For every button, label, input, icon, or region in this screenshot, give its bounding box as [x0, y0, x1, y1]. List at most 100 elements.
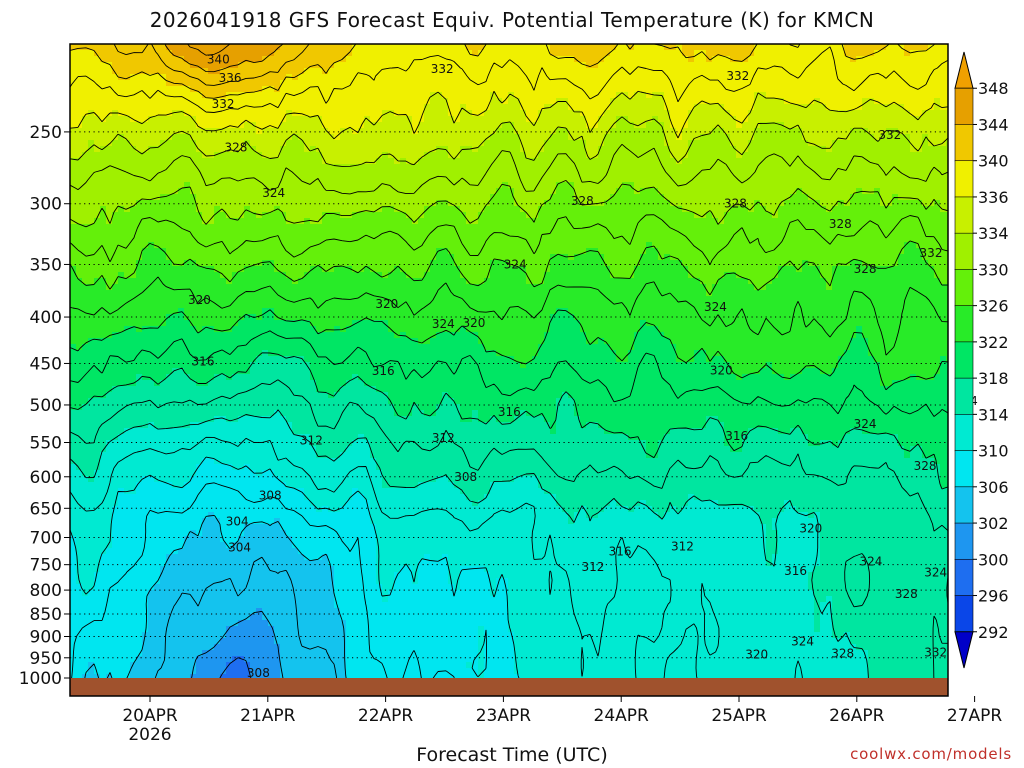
y-tick-label: 350 [30, 255, 62, 275]
colorbar-label: 314 [978, 405, 1009, 424]
y-tick-label: 950 [30, 649, 62, 669]
grid-lines [70, 131, 948, 659]
colorbar-swatch [954, 486, 974, 524]
contour-label: 316 [498, 405, 521, 419]
contour-label: 304 [228, 540, 251, 554]
contour-label: 332 [924, 645, 947, 659]
y-tick-label: 600 [30, 468, 62, 488]
colorbar-label: 292 [978, 623, 1009, 642]
x-tick-label: 22APR [358, 706, 414, 726]
colorbar-swatch [954, 558, 974, 597]
colorbar-swatch [954, 87, 974, 126]
contour-label: 328 [724, 197, 747, 211]
contour-label: 324 [924, 565, 947, 579]
colorbar-swatch [954, 196, 974, 234]
colorbar-swatch [954, 377, 974, 415]
x-tick-label: 27APR [947, 706, 1003, 726]
contour-label: 328 [854, 262, 877, 276]
contour-label: 308 [454, 470, 477, 484]
colorbar-swatch [954, 269, 974, 307]
colorbar-label: 340 [978, 152, 1009, 171]
contour-label: 328 [829, 217, 852, 231]
contour-label: 340 [207, 52, 230, 66]
colorbar-label: 318 [978, 369, 1009, 388]
contour-label: 320 [745, 647, 768, 661]
contour-label: 324 [262, 186, 285, 200]
contour-label: 328 [895, 587, 918, 601]
colorbar: 292 296 300 302 306 310 314 318 322 326 330 334 336 3… [954, 51, 1009, 669]
contour-label: 308 [259, 488, 282, 502]
contour-label: 320 [462, 316, 485, 330]
colorbar-label: 336 [978, 188, 1009, 207]
y-tick-label: 300 [30, 195, 62, 215]
contour-label: 316 [372, 364, 395, 378]
colorbar-label: 326 [978, 297, 1009, 316]
colorbar-label: 334 [978, 224, 1009, 243]
contour-label: 312 [671, 539, 694, 553]
contour-label: 320 [375, 297, 398, 311]
contour-label: 320 [710, 363, 733, 377]
contour-label: 316 [609, 544, 632, 558]
contour-label: 316 [192, 355, 215, 369]
y-tick-label: 450 [30, 354, 62, 374]
y-tick-label: 1000 [19, 669, 62, 689]
x-year-label: 2026 [128, 725, 171, 745]
y-tick-label: 400 [30, 308, 62, 328]
contour-path [70, 44, 948, 685]
y-tick-label: 900 [30, 627, 62, 647]
colorbar-swatch [954, 631, 974, 669]
contour-label: 332 [920, 246, 943, 260]
contour-label: 336 [219, 71, 242, 85]
colorbar-label: 310 [978, 442, 1009, 461]
contour-label: 324 [854, 417, 877, 431]
colorbar-swatch [954, 414, 974, 452]
contour-label: 316 [784, 564, 807, 578]
y-tick-label: 500 [30, 396, 62, 416]
contour-labels: 340 336 332 328 324 320 316 312 308 304 304 332 320 3… [188, 52, 978, 680]
plot-frame [69, 43, 949, 697]
colorbar-label: 300 [978, 550, 1009, 569]
x-tick-label: 21APR [240, 706, 296, 726]
colorbar-label: 344 [978, 115, 1009, 134]
colorbar-swatch [954, 522, 974, 560]
contour-label: 332 [212, 97, 235, 111]
contour-label: 308 [247, 666, 270, 680]
contour-label: 312 [581, 560, 604, 574]
colorbar-label: 296 [978, 587, 1009, 606]
colorbar-swatch [954, 232, 974, 271]
colorbar-label: 348 [978, 79, 1009, 98]
x-tick-label: 20APR [122, 706, 178, 726]
contour-label: 332 [878, 128, 901, 142]
y-tick-label: 550 [30, 433, 62, 453]
contour-label: 324 [859, 555, 882, 569]
colorbar-label: 306 [978, 478, 1009, 497]
contour-label: 332 [726, 69, 749, 83]
colorbar-swatch [954, 450, 974, 488]
contour-label: 324 [504, 257, 527, 271]
colorbar-swatch [954, 124, 974, 162]
colorbar-label: 322 [978, 333, 1009, 352]
contour-label: 324 [791, 635, 814, 649]
x-tick-label: 24APR [594, 706, 650, 726]
x-axis-label: Forecast Time (UTC) [416, 744, 608, 766]
colorbar-swatch [954, 160, 974, 198]
y-tick-label: 800 [30, 581, 62, 601]
x-tick-label: 26APR [829, 706, 885, 726]
contour-label: 328 [831, 647, 854, 661]
colorbar-label: 302 [978, 514, 1009, 533]
colorbar-swatch [954, 341, 974, 379]
theta-e-field [70, 44, 948, 681]
contour-label: 332 [431, 62, 454, 76]
contour-label: 312 [432, 431, 455, 445]
y-tick-label: 750 [30, 556, 62, 576]
chart-title: 2026041918 GFS Forecast Equiv. Potential… [149, 8, 875, 32]
contour-label: 328 [914, 459, 937, 473]
y-tick-label: 850 [30, 605, 62, 625]
colorbar-swatch [954, 51, 974, 89]
y-axis-ticks: 2503003504004505005506006507007508008509… [19, 123, 70, 689]
y-tick-label: 650 [30, 499, 62, 519]
contour-label: 328 [225, 140, 248, 154]
colorbar-swatch [954, 305, 974, 343]
contour-label: 304 [226, 514, 249, 528]
